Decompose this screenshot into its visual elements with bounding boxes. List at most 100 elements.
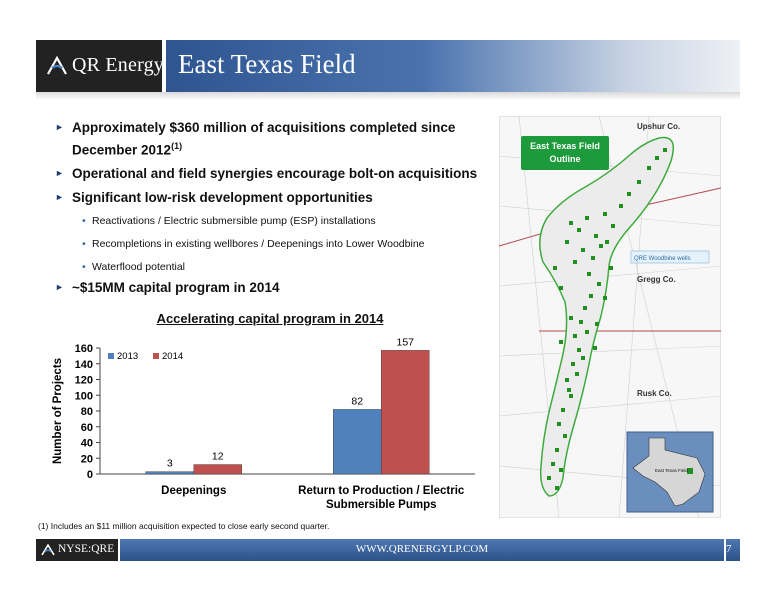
- well-marker: [557, 422, 561, 426]
- website-link[interactable]: WWW.QRENERGYLP.COM: [355, 543, 489, 555]
- y-tick-label: 40: [81, 438, 93, 450]
- y-axis-label: Number of Projects: [52, 358, 64, 464]
- well-marker: [573, 334, 577, 338]
- well-marker: [655, 156, 659, 160]
- well-marker: [561, 408, 565, 412]
- bullet-text: Approximately $360 million of acquisitio…: [72, 120, 456, 158]
- y-tick-label: 0: [87, 469, 93, 481]
- x-category-label: Submersible Pumps: [326, 499, 437, 511]
- well-marker: [559, 468, 563, 472]
- bar-2014: [381, 350, 430, 475]
- well-marker: [585, 330, 589, 334]
- bar-value-label: 12: [212, 451, 224, 463]
- well-marker: [663, 148, 667, 152]
- well-marker: [589, 294, 593, 298]
- well-marker: [583, 306, 587, 310]
- slide-header: QR Energy East Texas Field: [36, 40, 740, 92]
- sub-bullet-dot-icon: •: [82, 237, 86, 250]
- bar-2013: [145, 471, 194, 475]
- sub-bullet-dot-icon: •: [82, 214, 86, 227]
- well-marker: [581, 248, 585, 252]
- well-marker: [563, 434, 567, 438]
- legend-swatch-2014: [153, 353, 159, 359]
- well-marker: [627, 192, 631, 196]
- x-category-label: Return to Production / Electric: [298, 485, 465, 497]
- well-marker: [597, 282, 601, 286]
- footer-end-bar: [726, 539, 740, 561]
- well-marker: [565, 240, 569, 244]
- qr-logo-icon: [41, 543, 55, 556]
- well-marker: [553, 266, 557, 270]
- legend-swatch-2013: [108, 353, 114, 359]
- well-marker: [577, 228, 581, 232]
- title-bar: East Texas Field: [166, 40, 740, 92]
- well-marker: [594, 234, 598, 238]
- wells-legend-label: QRE Woodbine wells: [634, 256, 691, 262]
- bullet-development: ► Significant low-risk development oppor…: [55, 188, 495, 207]
- sub-bullet-dot-icon: •: [82, 260, 86, 273]
- bar-2013: [333, 409, 382, 475]
- well-marker: [591, 256, 595, 260]
- well-marker: [573, 260, 577, 264]
- page-title: East Texas Field: [178, 49, 356, 79]
- well-marker: [593, 346, 597, 350]
- well-marker: [587, 272, 591, 276]
- y-tick-label: 80: [81, 406, 93, 418]
- y-tick-label: 120: [75, 375, 93, 387]
- header-shadow: [36, 92, 740, 100]
- y-tick-label: 60: [81, 422, 93, 434]
- footnote: (1) Includes an $11 million acquisition …: [38, 521, 330, 531]
- well-marker: [619, 204, 623, 208]
- x-category-label: Deepenings: [161, 485, 226, 497]
- well-marker: [603, 212, 607, 216]
- county-label-upshur: Upshur Co.: [637, 122, 680, 131]
- capital-program-chart: Number of Projects 0 20 40 60 80 100 120 140 160 3…: [52, 336, 475, 511]
- ticker-symbol: NYSE:QRE: [58, 543, 115, 555]
- bullet-text: Significant low-risk development opportu…: [72, 189, 373, 205]
- well-marker: [579, 320, 583, 324]
- well-marker: [555, 448, 559, 452]
- qr-logo-icon: [47, 55, 67, 75]
- well-marker: [581, 356, 585, 360]
- well-marker: [559, 340, 563, 344]
- well-marker: [569, 394, 573, 398]
- well-marker: [575, 372, 579, 376]
- y-tick-label: 140: [75, 359, 93, 371]
- y-tick-label: 100: [75, 390, 93, 402]
- bullet-synergies: ► Operational and field synergies encour…: [55, 164, 495, 183]
- field-outline-callout: [521, 136, 609, 170]
- wells-legend-box: [630, 250, 710, 264]
- callout-line-2: Outline: [550, 154, 581, 164]
- county-label-rusk: Rusk Co.: [637, 389, 672, 398]
- well-marker: [555, 486, 559, 490]
- well-marker: [647, 166, 651, 170]
- inset-field-marker: [687, 468, 693, 474]
- bullet-marker-icon: ►: [55, 281, 64, 292]
- bullet-list: ► Approximately $360 million of acquisit…: [55, 118, 495, 297]
- bullet-text: ~$15MM capital program in 2014: [72, 279, 280, 295]
- sub-bullet-text: Reactivations / Electric submersible pum…: [92, 214, 376, 227]
- east-texas-field-map: East Texas Field Outline Upshur Co. Greg…: [499, 116, 721, 518]
- well-marker: [637, 180, 641, 184]
- sub-bullet-waterflood: • Waterflood potential: [55, 260, 495, 274]
- well-marker: [559, 286, 563, 290]
- bullet-marker-icon: ►: [55, 191, 64, 202]
- bar-value-label: 157: [396, 336, 414, 348]
- chart-title: Accelerating capital program in 2014: [156, 311, 384, 326]
- well-marker: [599, 244, 603, 248]
- county-label-gregg: Gregg Co.: [637, 275, 676, 284]
- y-tick-label: 160: [75, 343, 93, 355]
- footnote-ref: (1): [171, 141, 183, 151]
- well-marker: [609, 266, 613, 270]
- sub-bullet-text: Recompletions in existing wellbores / De…: [92, 237, 425, 250]
- legend-label: 2013: [117, 351, 138, 362]
- well-marker: [569, 316, 573, 320]
- bullet-marker-icon: ►: [55, 122, 64, 132]
- texas-inset-map: East Texas Field: [626, 431, 714, 513]
- bar-value-label: 82: [351, 395, 363, 407]
- sub-bullet-recompletions: • Recompletions in existing wellbores / …: [55, 237, 495, 251]
- well-marker: [569, 221, 573, 225]
- inset-label: East Texas Field: [655, 468, 688, 473]
- footer-bar: WWW.QRENERGYLP.COM: [120, 539, 724, 561]
- well-marker: [571, 362, 575, 366]
